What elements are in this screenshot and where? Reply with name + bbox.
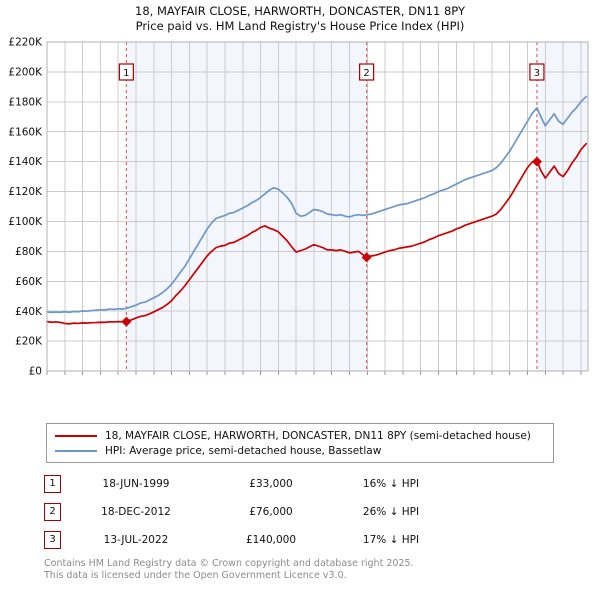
- data-series: [46, 95, 588, 325]
- event-markers[interactable]: 1 2 3: [118, 63, 545, 81]
- event-marker-box: [118, 63, 134, 81]
- chart-svg: £0 £20K £40K £60K £80K £100K £120K £140K £160K £1…: [8, 37, 589, 379]
- table-row[interactable]: 3 13-JUL-2022 £140,000 17% ↓ HPI: [44, 526, 464, 554]
- legend-item-hpi: HPI: Average price, semi-detached house,…: [53, 443, 547, 458]
- legend-label-hpi: HPI: Average price, semi-detached house,…: [105, 444, 382, 457]
- title-line-1: 18, MAYFAIR CLOSE, HARWORTH, DONCASTER, …: [135, 4, 465, 18]
- transaction-point-3[interactable]: [531, 156, 542, 167]
- legend-label-price-paid: 18, MAYFAIR CLOSE, HARWORTH, DONCASTER, …: [105, 429, 531, 442]
- event-marker-3[interactable]: 3: [529, 63, 545, 81]
- event-marker-2[interactable]: 2: [359, 63, 375, 81]
- event-marker-label: 2: [363, 68, 369, 79]
- event-marker-1[interactable]: 1: [118, 63, 134, 81]
- y-axis-tick-label: £20K: [15, 336, 43, 348]
- y-axis-tick-label: £120K: [8, 186, 43, 198]
- transaction-price: £140,000: [245, 534, 297, 546]
- y-axis-tick-label: £180K: [8, 96, 43, 108]
- title-line-2: Price paid vs. HM Land Registry's House …: [135, 19, 465, 33]
- transaction-points: [121, 156, 542, 327]
- copyright-footer: Contains HM Land Registry data © Crown c…: [44, 558, 584, 581]
- y-axis-tick-label: £60K: [15, 276, 43, 288]
- table-row[interactable]: 1 18-JUN-1999 £33,000 16% ↓ HPI: [44, 470, 464, 498]
- transaction-index-badge: 1: [44, 475, 61, 493]
- event-lines: [125, 42, 538, 371]
- footer-line-1: Contains HM Land Registry data © Crown c…: [44, 558, 414, 569]
- transaction-index-badge: 2: [44, 503, 61, 521]
- gridlines: [46, 41, 588, 375]
- y-axis-labels: £0 £20K £40K £60K £80K £100K £120K £140K £160K £1…: [8, 37, 43, 378]
- y-axis-tick-label: £100K: [8, 216, 43, 228]
- y-axis-tick-label: £200K: [8, 67, 43, 79]
- transaction-price: £33,000: [249, 478, 293, 490]
- price-history-chart: £0 £20K £40K £60K £80K £100K £120K £140K £160K £1…: [0, 34, 600, 379]
- transaction-hpi-delta: 17% ↓ HPI: [362, 534, 420, 546]
- event-marker-box: [359, 63, 375, 81]
- event-marker-label: 1: [123, 68, 129, 79]
- legend-swatch-hpi: [55, 449, 97, 452]
- y-axis-tick-label: £140K: [8, 156, 43, 168]
- transaction-price: £76,000: [249, 506, 293, 518]
- chart-legend: 18, MAYFAIR CLOSE, HARWORTH, DONCASTER, …: [46, 423, 554, 463]
- transaction-date: 18-DEC-2012: [101, 506, 171, 518]
- transaction-point-1[interactable]: [121, 316, 132, 327]
- y-axis-tick-label: £40K: [15, 306, 43, 318]
- y-axis-tick-label: £0: [29, 366, 42, 378]
- transaction-index-badge: 3: [44, 531, 61, 549]
- transaction-point-2[interactable]: [361, 252, 372, 263]
- transaction-date: 13-JUL-2022: [103, 534, 169, 546]
- y-axis-tick-label: £220K: [8, 37, 43, 49]
- table-row[interactable]: 2 18-DEC-2012 £76,000 26% ↓ HPI: [44, 498, 464, 526]
- shaded-bands: [126, 42, 588, 371]
- event-marker-label: 3: [534, 68, 540, 79]
- y-axis-tick-label: £80K: [15, 246, 43, 258]
- footer-line-2: This data is licensed under the Open Gov…: [44, 569, 347, 581]
- transaction-date: 18-JUN-1999: [102, 478, 170, 490]
- axis-frame: [46, 41, 589, 372]
- event-marker-box: [529, 63, 545, 81]
- transaction-hpi-delta: 16% ↓ HPI: [362, 478, 420, 490]
- series-line: [46, 95, 588, 314]
- series-line: [46, 142, 588, 325]
- transaction-hpi-delta: 26% ↓ HPI: [362, 506, 420, 518]
- shaded-band-2: [536, 42, 588, 371]
- page-title: 18, MAYFAIR CLOSE, HARWORTH, DONCASTER, …: [0, 4, 600, 34]
- legend-swatch-price-paid: [55, 434, 97, 437]
- legend-item-price-paid: 18, MAYFAIR CLOSE, HARWORTH, DONCASTER, …: [53, 428, 547, 443]
- transactions-table: 1 18-JUN-1999 £33,000 16% ↓ HPI 2 18-DEC…: [44, 470, 464, 554]
- y-axis-tick-label: £160K: [8, 126, 43, 138]
